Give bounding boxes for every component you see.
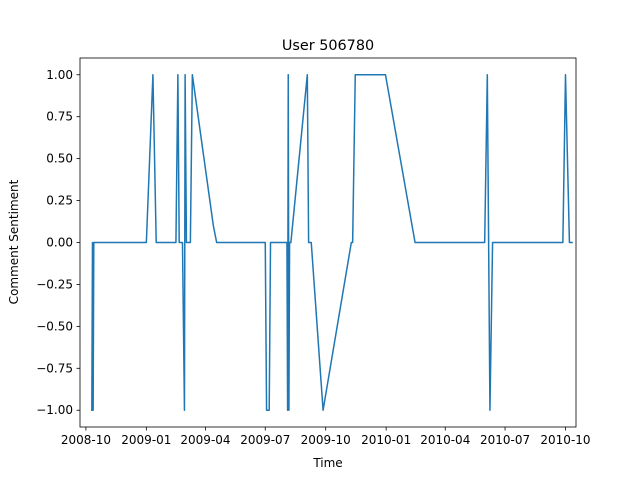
x-tick-label: 2009-07 — [240, 433, 290, 447]
y-tick-label: 0.00 — [46, 236, 73, 250]
plot-frame — [79, 57, 577, 428]
x-tick-label: 2010-04 — [420, 433, 470, 447]
x-tick-label: 2009-04 — [180, 433, 230, 447]
chart-title: User 506780 — [282, 38, 374, 54]
x-tick-label: 2010-07 — [480, 433, 530, 447]
y-tick-label: 1.00 — [46, 68, 73, 82]
y-tick-label: 0.25 — [46, 194, 73, 208]
x-tick-label: 2010-01 — [361, 433, 411, 447]
axis-ticks: 2008-10 2009-01 2009-04 2009-07 2009-10 2010-… — [36, 68, 590, 447]
x-tick-label: 2009-10 — [301, 433, 351, 447]
y-tick-label: −0.75 — [36, 361, 73, 375]
x-axis-label: Time — [312, 456, 342, 470]
x-tick-label: 2008-10 — [61, 433, 111, 447]
y-tick-label: 0.50 — [46, 152, 73, 166]
data-series — [91, 74, 573, 411]
sentiment-series-line — [91, 74, 573, 411]
x-tick-label: 2010-10 — [540, 433, 590, 447]
y-tick-label: 0.75 — [46, 110, 73, 124]
y-tick-label: −0.50 — [36, 319, 73, 333]
y-tick-label: −1.00 — [36, 403, 73, 417]
x-tick-label: 2009-01 — [121, 433, 171, 447]
y-axis-label: Comment Sentiment — [7, 179, 21, 304]
y-tick-label: −0.25 — [36, 277, 73, 291]
